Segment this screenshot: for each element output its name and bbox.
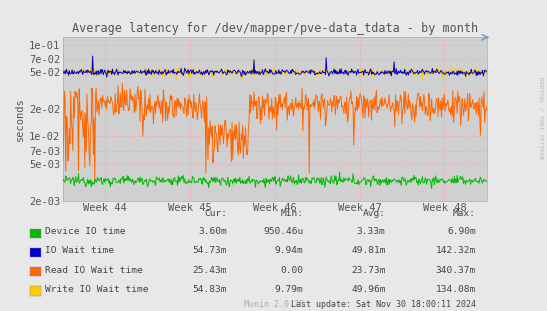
Text: 49.96m: 49.96m — [351, 285, 386, 294]
Text: 23.73m: 23.73m — [351, 266, 386, 275]
Text: Avg:: Avg: — [363, 209, 386, 218]
Text: Min:: Min: — [281, 209, 304, 218]
Text: 54.73m: 54.73m — [193, 246, 227, 255]
Text: 49.81m: 49.81m — [351, 246, 386, 255]
Text: 54.83m: 54.83m — [193, 285, 227, 294]
Text: Munin 2.0.75: Munin 2.0.75 — [243, 300, 304, 309]
Text: 25.43m: 25.43m — [193, 266, 227, 275]
Text: Max:: Max: — [453, 209, 476, 218]
Text: 3.33m: 3.33m — [357, 227, 386, 236]
Text: Last update: Sat Nov 30 18:00:11 2024: Last update: Sat Nov 30 18:00:11 2024 — [291, 300, 476, 309]
Text: 9.94m: 9.94m — [275, 246, 304, 255]
Y-axis label: seconds: seconds — [15, 97, 25, 141]
Text: Device IO time: Device IO time — [45, 227, 125, 236]
Text: 6.90m: 6.90m — [447, 227, 476, 236]
Text: 0.00: 0.00 — [281, 266, 304, 275]
Text: 9.79m: 9.79m — [275, 285, 304, 294]
Text: RRDTOOL / TOBI OETIKER: RRDTOOL / TOBI OETIKER — [538, 77, 543, 160]
Text: Read IO Wait time: Read IO Wait time — [45, 266, 143, 275]
Text: 142.32m: 142.32m — [435, 246, 476, 255]
Text: 340.37m: 340.37m — [435, 266, 476, 275]
Text: 950.46u: 950.46u — [263, 227, 304, 236]
Text: 134.08m: 134.08m — [435, 285, 476, 294]
Text: Cur:: Cur: — [204, 209, 227, 218]
Text: 3.60m: 3.60m — [198, 227, 227, 236]
Text: Write IO Wait time: Write IO Wait time — [45, 285, 148, 294]
Title: Average latency for /dev/mapper/pve-data_tdata - by month: Average latency for /dev/mapper/pve-data… — [72, 22, 478, 35]
Text: IO Wait time: IO Wait time — [45, 246, 114, 255]
